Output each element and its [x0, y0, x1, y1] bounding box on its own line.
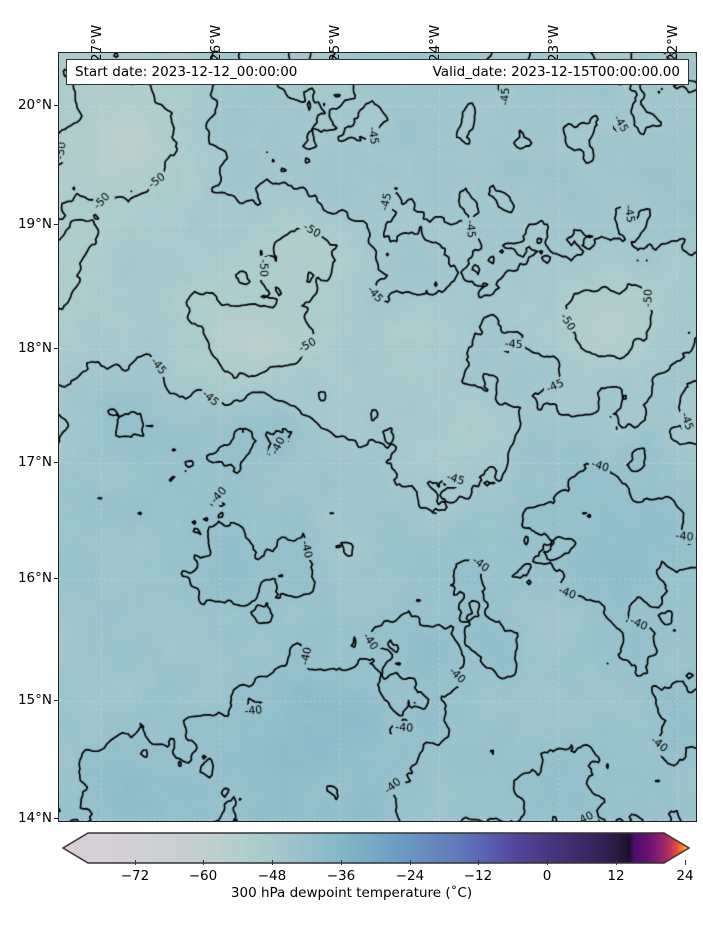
colorbar-body: [62, 832, 690, 864]
y-tick-label: 15°N: [17, 692, 52, 708]
y-tick-label: 16°N: [17, 570, 52, 586]
start-date-label: Start date: 2023-12-12_00:00:00: [75, 64, 298, 80]
y-tick-mark: [54, 818, 58, 819]
colorbar-gradient: [62, 832, 690, 864]
x-tick-mark: [100, 48, 101, 52]
colorbar-tick-mark: [616, 860, 617, 865]
y-tick-mark: [54, 578, 58, 579]
y-tick-label: 19°N: [17, 216, 52, 232]
colorbar-tick-mark: [478, 860, 479, 865]
y-tick-mark: [54, 224, 58, 225]
valid-date-label: Valid_date: 2023-12-15T00:00:00.00: [432, 64, 680, 80]
colorbar-tick-label: −36: [326, 868, 356, 884]
colorbar-tick-label: −72: [120, 868, 150, 884]
x-tick-mark: [557, 48, 558, 52]
colorbar-tick-label: −60: [188, 868, 218, 884]
y-tick-label: 18°N: [17, 340, 52, 356]
colorbar-tick-label: 24: [676, 868, 694, 884]
y-tick-mark: [54, 105, 58, 106]
colorbar-tick-label: 12: [607, 868, 625, 884]
y-tick-label: 17°N: [17, 454, 52, 470]
colorbar-tick-mark: [410, 860, 411, 865]
colorbar-tick-mark: [547, 860, 548, 865]
x-tick-mark: [676, 48, 677, 52]
y-tick-mark: [54, 700, 58, 701]
date-annotation-box: Start date: 2023-12-12_00:00:00 Valid_da…: [66, 59, 689, 85]
y-tick-mark: [54, 462, 58, 463]
colorbar-tick-mark: [135, 860, 136, 865]
y-tick-label: 20°N: [17, 97, 52, 113]
x-tick-label: 25°W: [327, 24, 343, 62]
x-tick-mark: [338, 48, 339, 52]
colorbar-tick-label: −24: [395, 868, 425, 884]
x-tick-label: 24°W: [427, 24, 443, 62]
colorbar-tick-mark: [203, 860, 204, 865]
colorbar-tick-label: 0: [542, 868, 552, 884]
x-tick-mark: [219, 48, 220, 52]
colorbar-tick-mark: [272, 860, 273, 865]
x-tick-label: 23°W: [546, 24, 562, 62]
colorbar-tick-label: −48: [257, 868, 287, 884]
x-tick-label: 26°W: [208, 24, 224, 62]
x-tick-label: 22°W: [665, 24, 681, 62]
colorbar: −72 −60 −48 −36 −24 −12 0 12 24: [62, 832, 694, 884]
colorbar-tick-label: −12: [463, 868, 493, 884]
dewpoint-contour-layer: [59, 53, 696, 821]
y-tick-mark: [54, 348, 58, 349]
colorbar-axis-label: 300 hPa dewpoint temperature (˚C): [230, 885, 473, 901]
x-tick-mark: [438, 48, 439, 52]
colorbar-tick-mark: [341, 860, 342, 865]
map-plot-area: [58, 52, 697, 822]
x-tick-label: 27°W: [89, 24, 105, 62]
colorbar-tick-mark: [685, 860, 686, 865]
y-tick-label: 14°N: [17, 810, 52, 826]
